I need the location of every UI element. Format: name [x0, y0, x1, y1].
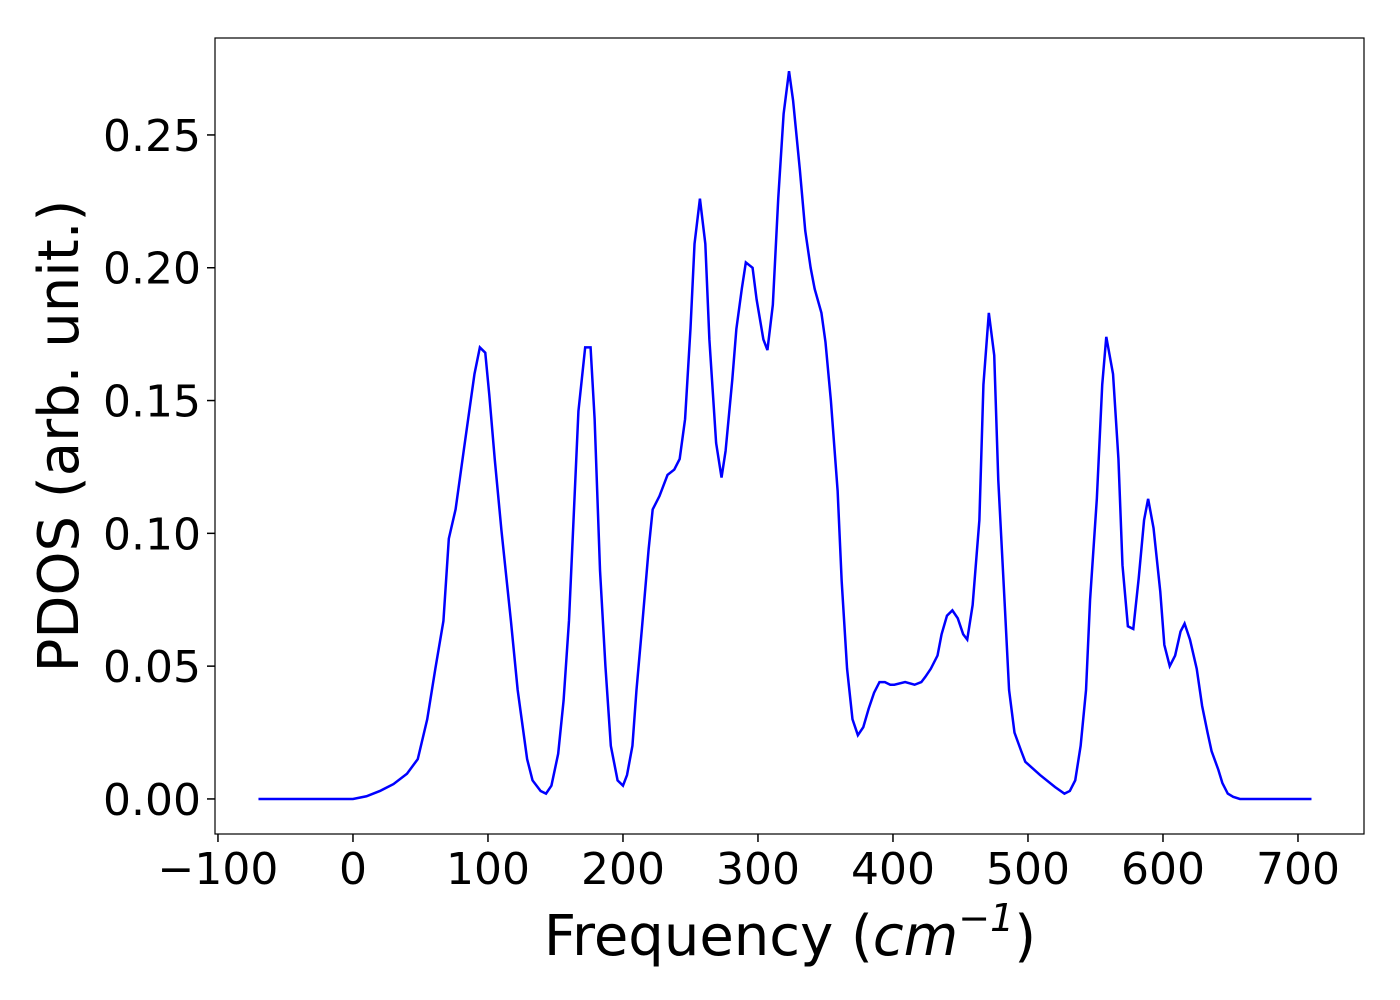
y-tick-label: 0.00: [103, 775, 201, 826]
x-tick-label: 0: [339, 844, 367, 895]
y-tick-label: 0.15: [103, 377, 201, 428]
y-tick-label: 0.20: [103, 244, 201, 295]
x-label-exponent: −1: [958, 896, 1014, 940]
y-tick-label: 0.05: [103, 642, 201, 693]
x-label-unit: cm: [873, 904, 958, 969]
x-label-text: Frequency (: [544, 904, 873, 969]
x-tick-label: 600: [1121, 844, 1205, 895]
x-tick-label: −100: [158, 844, 279, 895]
y-tick-label: 0.10: [103, 509, 201, 560]
x-tick-label: 200: [581, 844, 665, 895]
x-tick-label: 400: [851, 844, 935, 895]
plot-frame: [214, 37, 1365, 835]
x-tick-label: 300: [716, 844, 800, 895]
x-tick-label: 700: [1256, 844, 1340, 895]
x-tick-label: 100: [446, 844, 530, 895]
y-axis-label: PDOS (arb. unit.): [27, 200, 92, 673]
x-axis-label: Frequency (cm−1): [544, 896, 1036, 969]
data-line: [258, 71, 1312, 801]
x-tick-label: 500: [986, 844, 1070, 895]
y-tick-label: 0.25: [103, 111, 201, 162]
x-label-close: ): [1014, 904, 1036, 969]
